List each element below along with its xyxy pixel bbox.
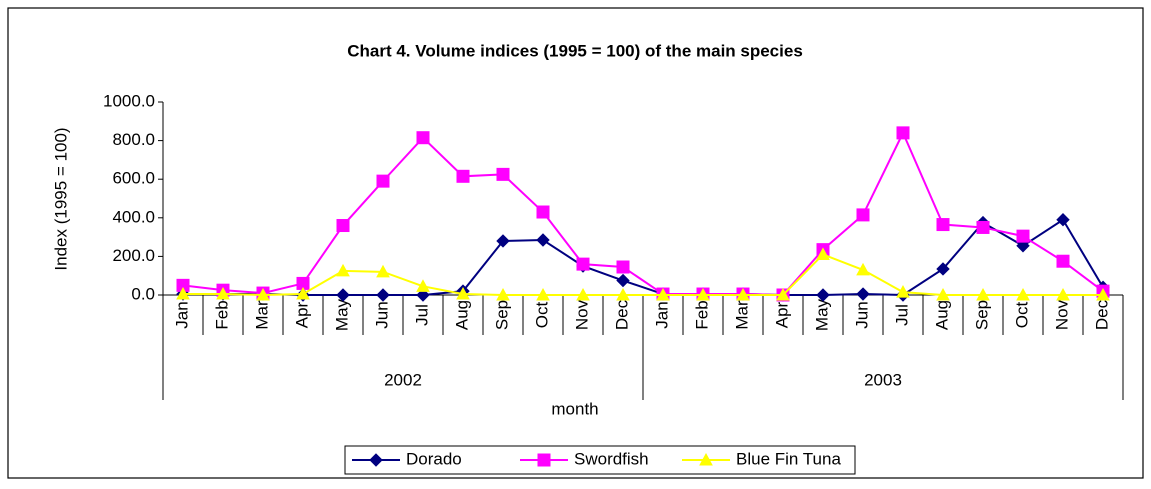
group-label: 2002 [384, 370, 422, 389]
marker [416, 279, 430, 292]
marker [736, 287, 750, 301]
marker [176, 286, 190, 300]
x-tick-label: Jan [652, 301, 671, 328]
y-tick-label: 0.0 [131, 284, 155, 303]
marker [616, 287, 630, 301]
marker [936, 262, 950, 276]
marker [456, 286, 470, 300]
marker [776, 287, 790, 301]
x-tick-label: Aug [452, 300, 471, 330]
marker [536, 205, 550, 219]
group-label: 2003 [864, 370, 902, 389]
marker [496, 234, 510, 248]
x-tick-label: Oct [1012, 302, 1031, 329]
marker [376, 174, 390, 188]
marker [576, 257, 590, 271]
x-tick-label: Dec [1092, 299, 1111, 330]
x-tick-label: May [812, 298, 831, 331]
marker [1056, 213, 1070, 227]
x-tick-label: Feb [692, 300, 711, 329]
marker [496, 287, 510, 301]
marker [816, 288, 830, 302]
marker [1096, 287, 1110, 301]
marker [616, 273, 630, 288]
marker [816, 247, 830, 260]
x-tick-label: Mar [732, 300, 751, 330]
marker [616, 260, 630, 274]
marker [296, 286, 310, 300]
y-tick-label: 1000.0 [103, 91, 155, 110]
legend-label: Blue Fin Tuna [736, 449, 841, 468]
marker [576, 287, 590, 301]
x-tick-label: Apr [292, 301, 311, 328]
x-tick-label: Nov [572, 299, 591, 330]
marker [896, 285, 910, 298]
marker [696, 287, 710, 301]
x-tick-label: Aug [932, 300, 951, 330]
marker [536, 287, 550, 301]
marker [496, 167, 510, 181]
marker [216, 286, 230, 300]
marker [1056, 254, 1070, 268]
marker [369, 453, 383, 467]
y-tick-label: 600.0 [112, 169, 155, 188]
y-tick-label: 800.0 [112, 130, 155, 149]
legend-label: Swordfish [574, 449, 649, 468]
marker [1056, 287, 1070, 301]
y-axis-label: Index (1995 = 100) [51, 127, 70, 270]
marker [936, 287, 950, 301]
marker [537, 453, 551, 467]
x-tick-label: Sep [972, 300, 991, 330]
marker [256, 287, 270, 301]
marker [336, 263, 350, 277]
marker [976, 220, 990, 234]
marker [336, 288, 350, 302]
marker [856, 287, 870, 301]
x-tick-label: Apr [772, 301, 791, 328]
marker [699, 452, 713, 466]
x-tick-label: Jan [172, 301, 191, 328]
chart-title: Chart 4. Volume indices (1995 = 100) of … [347, 41, 803, 60]
chart-border [7, 7, 1144, 479]
marker [1016, 239, 1030, 253]
marker [896, 126, 910, 140]
marker [856, 262, 870, 276]
marker [1016, 229, 1030, 243]
marker [856, 208, 870, 222]
marker [376, 288, 390, 302]
x-tick-label: Jun [852, 301, 871, 328]
series-line [182, 130, 1104, 297]
marker [1016, 287, 1030, 301]
x-tick-label: Sep [492, 300, 511, 330]
marker [336, 219, 350, 233]
legend-label: Dorado [406, 449, 462, 468]
marker [656, 287, 670, 301]
y-tick-label: 400.0 [112, 207, 155, 226]
x-tick-label: Jul [892, 304, 911, 326]
marker [456, 169, 470, 183]
marker [936, 218, 950, 232]
legend [344, 445, 856, 475]
x-tick-label: Oct [532, 302, 551, 329]
x-tick-label: Mar [252, 300, 271, 330]
marker [976, 287, 990, 301]
marker [536, 233, 550, 247]
y-tick-label: 200.0 [112, 246, 155, 265]
marker [416, 131, 430, 145]
x-tick-label: Dec [612, 299, 631, 330]
x-tick-label: Jul [412, 304, 431, 326]
x-tick-label: Nov [1052, 299, 1071, 330]
marker [416, 288, 430, 302]
marker [376, 264, 390, 278]
x-tick-label: Jun [372, 301, 391, 328]
series-line [183, 253, 1103, 297]
x-tick-label: Feb [212, 300, 231, 329]
x-axis-label: month [551, 399, 598, 418]
x-tick-label: May [332, 298, 351, 331]
